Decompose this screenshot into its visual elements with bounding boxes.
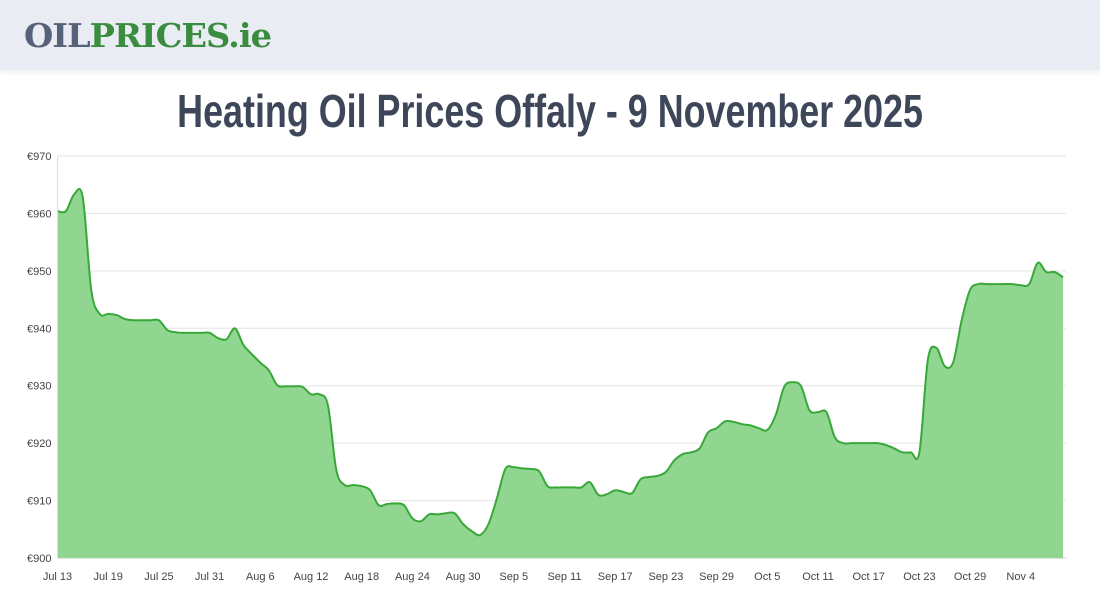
site-header: OILPRICES.ie (0, 0, 1100, 70)
x-tick-label: Oct 5 (754, 571, 780, 583)
x-tick-label: Aug 6 (246, 571, 275, 583)
logo-text-oil: OIL (24, 16, 91, 55)
x-tick-label: Jul 19 (94, 571, 123, 583)
x-tick-label: Sep 23 (648, 571, 683, 583)
page-title-text: Heating Oil Prices Offaly - 9 November 2… (177, 85, 923, 137)
x-tick-label: Jul 13 (43, 571, 72, 583)
x-tick-label: Sep 29 (699, 571, 734, 583)
x-tick-label: Aug 30 (446, 571, 481, 583)
x-tick-label: Nov 4 (1006, 571, 1035, 583)
y-tick-label: €970 (27, 151, 51, 163)
y-tick-label: €940 (27, 323, 51, 335)
page-title: Heating Oil Prices Offaly - 9 November 2… (0, 84, 1100, 138)
x-tick-label: Sep 5 (499, 571, 528, 583)
x-tick-label: Aug 24 (395, 571, 430, 583)
y-tick-label: €950 (27, 266, 51, 278)
y-tick-label: €920 (27, 438, 51, 450)
x-tick-label: Sep 11 (547, 571, 581, 583)
x-tick-label: Jul 31 (195, 571, 224, 583)
x-tick-label: Sep 17 (598, 571, 633, 583)
x-tick-label: Oct 23 (903, 571, 935, 583)
x-tick-label: Aug 12 (294, 571, 329, 583)
logo-text-prices: PRICES.ie (89, 16, 272, 55)
x-tick-label: Jul 25 (144, 571, 173, 583)
y-tick-label: €960 (27, 208, 51, 220)
y-tick-label: €930 (27, 381, 51, 393)
x-tick-label: Oct 11 (802, 571, 834, 583)
x-tick-label: Aug 18 (344, 571, 379, 583)
price-area (57, 188, 1064, 558)
site-logo[interactable]: OILPRICES.ie (24, 16, 272, 56)
y-tick-label: €900 (27, 553, 51, 565)
y-tick-label: €910 (27, 496, 51, 508)
x-tick-label: Oct 29 (954, 571, 986, 583)
price-line (57, 188, 1064, 537)
x-tick-label: Oct 17 (852, 571, 884, 583)
